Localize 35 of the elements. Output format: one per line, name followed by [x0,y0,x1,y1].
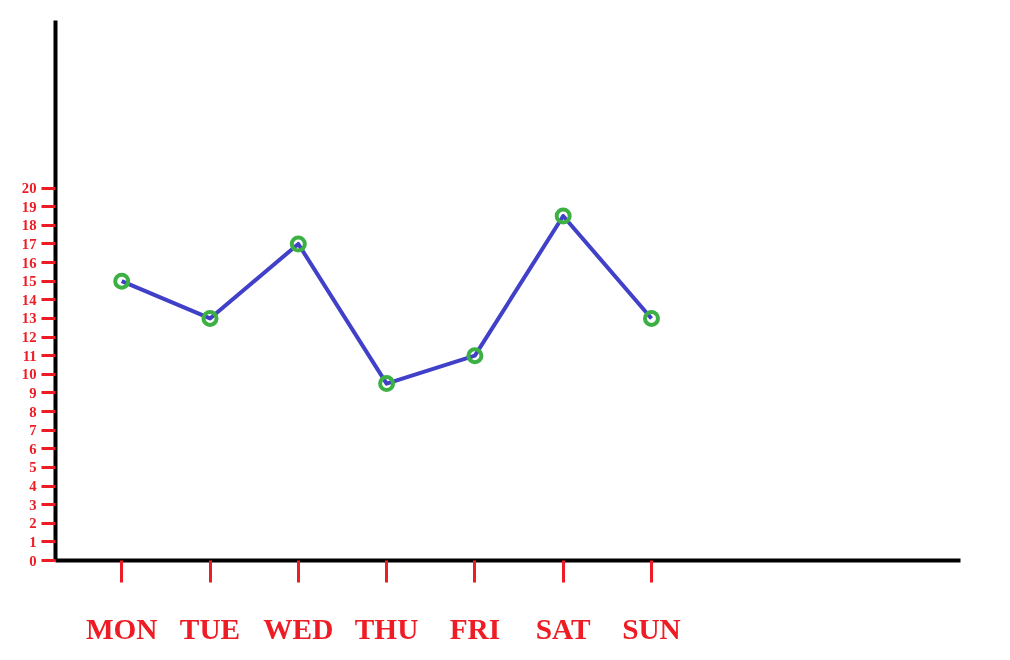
y-tick-label: 12 [21,329,37,346]
y-tick-label: 5 [29,459,37,476]
y-tick-label: 7 [29,422,37,439]
y-tick-label: 4 [29,478,38,495]
point [113,272,131,290]
point [554,207,572,225]
y-tick-label: 17 [21,235,37,252]
y-tick-label: 2 [29,515,37,532]
x-tick-label: FRI [449,612,501,645]
y-tick-label: 3 [29,496,37,513]
y-tick-label: 15 [21,273,37,290]
point [466,347,484,365]
y-tick-label: 18 [21,217,37,234]
point [201,309,219,327]
y-tick-label: 11 [22,347,37,364]
x-tick-label: WED [263,612,334,645]
y-tick-label: 20 [21,180,37,197]
y-tick-label: 14 [21,291,38,308]
y-tick-label: 16 [21,254,37,271]
x-tick-label: SUN [622,612,681,645]
y-tick-label: 8 [29,403,37,420]
x-tick-label: THU [354,612,419,645]
y-tick-label: 6 [29,440,37,457]
y-tick-label: 1 [29,533,37,550]
x-tick-label: MON [85,612,158,645]
point [289,235,307,253]
point [642,309,660,327]
y-tick-label: 13 [21,310,37,327]
y-tick-label: 10 [21,366,37,383]
point [378,375,396,393]
y-tick-label: 9 [29,384,37,401]
y-tick-label: 0 [29,552,37,569]
x-tick-label: SAT [535,612,592,645]
x-tick-label: TUE [179,612,241,645]
y-tick-label: 19 [21,198,37,215]
